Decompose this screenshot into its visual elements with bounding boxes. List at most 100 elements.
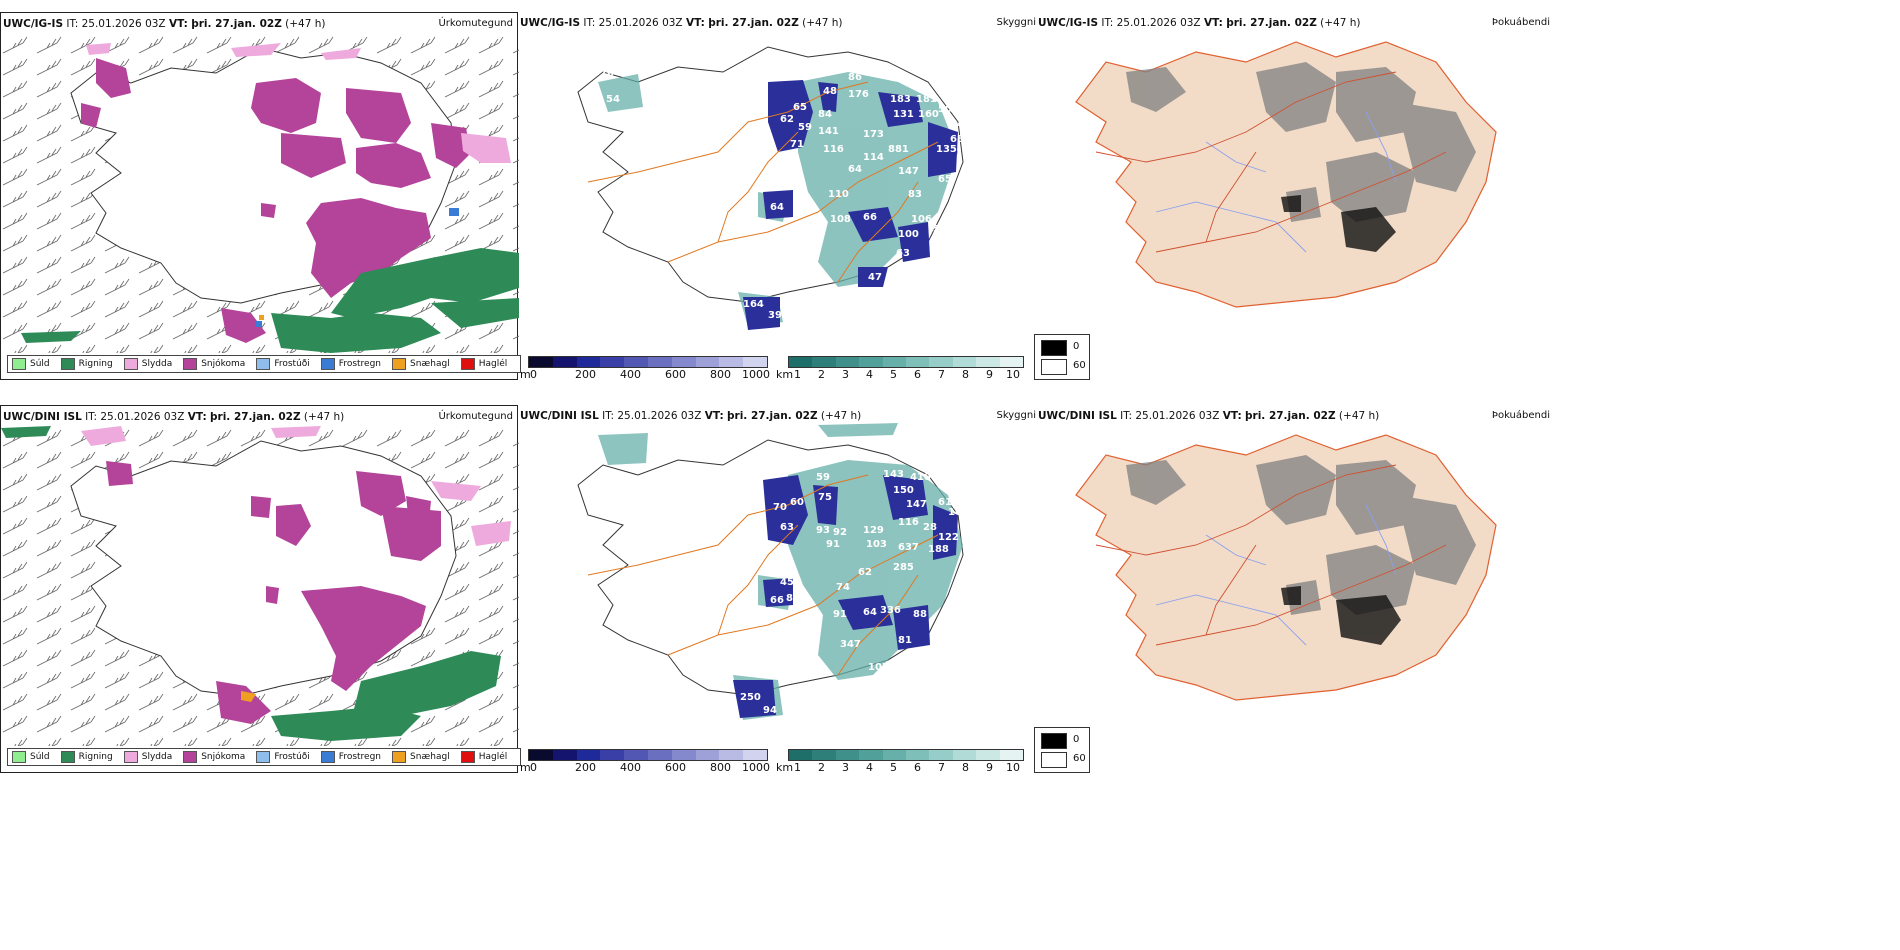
- colorbar-tick: 600: [665, 761, 686, 774]
- ceiling-label: 103: [948, 507, 969, 518]
- fog-panel-2: UWC/DINI ISL IT: 25.01.2026 03Z VT: þri.…: [1036, 405, 1556, 765]
- ceiling-label: 150: [893, 485, 914, 496]
- ceiling-label: 62: [780, 114, 794, 125]
- ceiling-colorbar-1: m 0 200 400 600 800 1000: [520, 356, 770, 388]
- ceiling-label: 135: [936, 144, 957, 155]
- ceiling-label: 65: [793, 102, 807, 113]
- colorbar-tick: 600: [665, 368, 686, 381]
- ceiling-label: 91: [826, 539, 840, 550]
- legend-swatch: [392, 751, 407, 763]
- colorbar-strip: [528, 749, 768, 761]
- colorbar-tick: 800: [710, 761, 731, 774]
- legend-swatch: [183, 751, 198, 763]
- ceiling-label: 92: [833, 527, 847, 538]
- legend-swatch: [60, 358, 75, 370]
- ceiling-label: 86: [848, 72, 862, 83]
- ceiling-label: 68: [950, 134, 964, 145]
- ceiling-label: 59: [798, 122, 812, 133]
- snow-grains: [259, 315, 264, 320]
- legend-swatch: [320, 358, 335, 370]
- colorbar-tick: 7: [938, 761, 945, 774]
- legend-swatch: [320, 751, 335, 763]
- ceiling-label: 285: [893, 562, 914, 573]
- ceiling-labels: 62 65 59 71 48 86 176 183 181 131 160 50…: [600, 68, 964, 321]
- colorbar-tick: 400: [620, 368, 641, 381]
- ceiling-label: 63: [896, 248, 910, 259]
- colorbar-tick: 5: [890, 368, 897, 381]
- colorbar-tick: 8: [962, 761, 969, 774]
- ceiling-label: 74: [950, 119, 964, 130]
- colorbar-tick: 800: [710, 368, 731, 381]
- ceiling-label: 17: [714, 197, 728, 208]
- ceiling-label: 83: [908, 189, 922, 200]
- cloud-panel-1: UWC/IG-IS IT: 25.01.2026 03Z VT: þri. 27…: [518, 12, 1090, 382]
- fog-swatch: [1041, 359, 1067, 375]
- snow-areas: [106, 461, 441, 724]
- ceiling-label: 74: [836, 582, 850, 593]
- ceiling-label: 122: [938, 532, 959, 543]
- rivers: [1155, 504, 1397, 646]
- ceiling-label: 637: [898, 542, 919, 553]
- legend-item: Súld: [12, 751, 50, 763]
- legend-swatch: [60, 751, 75, 763]
- ceiling-label: 147: [906, 499, 927, 510]
- precip-title-1: UWC/IG-IS IT: 25.01.2026 03Z VT: þri. 27…: [3, 18, 326, 30]
- ceiling-label: 141: [818, 126, 839, 137]
- fog-panel-label-1: Þokuábendi: [1491, 17, 1550, 28]
- ceiling-label: 116: [898, 517, 919, 528]
- fog-swatch: [1041, 733, 1067, 749]
- legend-item: Rigning: [60, 358, 113, 370]
- fog-legend-2: 0 60: [1034, 727, 1090, 773]
- ceiling-label: 881: [888, 144, 909, 155]
- precip-type-title-2: Úrkomutegund: [438, 411, 513, 422]
- colorbar-tick: 1: [794, 761, 801, 774]
- colorbar-tick: 5: [890, 761, 897, 774]
- ceiling-label: 66: [863, 212, 877, 223]
- legend-item: Frostúði: [256, 358, 310, 370]
- precip-type-title-1: Úrkomutegund: [438, 18, 513, 29]
- ceiling-label: 70: [773, 502, 787, 513]
- fog-swatch: [1041, 340, 1067, 356]
- ceiling-label: 105: [868, 662, 889, 673]
- ceiling-label: 61: [938, 497, 952, 508]
- ceiling-label: 81: [898, 635, 912, 646]
- colorbar-tick: 1: [794, 368, 801, 381]
- ceiling-label: 75: [818, 492, 832, 503]
- ceiling-label: 114: [863, 152, 884, 163]
- ceiling-label: 347: [840, 639, 861, 650]
- ceiling-label: 84: [818, 109, 832, 120]
- colorbar-tick: 3: [842, 368, 849, 381]
- ceiling-label: 183: [890, 94, 911, 105]
- ceiling-label: 84: [786, 593, 800, 604]
- cloud-panel-2: UWC/DINI ISL IT: 25.01.2026 03Z VT: þri.…: [518, 405, 1090, 775]
- legend-swatch: [12, 358, 26, 370]
- ceiling-label: 50: [938, 104, 952, 115]
- ceiling-label: 93: [816, 525, 830, 536]
- cloud-title-2: UWC/DINI ISL IT: 25.01.2026 03Z VT: þri.…: [520, 410, 862, 422]
- fog-panel-label-2: Þokuábendi: [1491, 410, 1550, 421]
- ceiling-label: 59: [816, 472, 830, 483]
- fog-dense: [1281, 586, 1401, 645]
- legend-swatch: [460, 358, 475, 370]
- ceiling-label: 56: [933, 224, 947, 235]
- cloud-map-2: 70 60 63 59 93 92 91 143 410 150 75 147 …: [577, 423, 969, 720]
- ceiling-colorbar-2: m 0 200 400 600 800 1000: [520, 749, 770, 781]
- ceiling-label: 336: [880, 605, 901, 616]
- legend-item: Súld: [12, 358, 50, 370]
- ceiling-label: 76: [600, 68, 614, 79]
- fog-title-2: UWC/DINI ISL IT: 25.01.2026 03Z VT: þri.…: [1038, 410, 1380, 422]
- colorbar-tick: 7: [938, 368, 945, 381]
- ceiling-label: 64: [770, 202, 784, 213]
- rain-areas: [21, 248, 519, 353]
- ceiling-label: 63: [780, 522, 794, 533]
- fog-swatch: [1041, 752, 1067, 768]
- legend-item: Slydda: [123, 751, 172, 763]
- legend-item: Snjókoma: [183, 358, 245, 370]
- ceiling-label: 188: [928, 544, 949, 555]
- ceiling-label: 103: [866, 539, 887, 550]
- colorbar-tick: 2: [818, 368, 825, 381]
- fog-legend-value: 60: [1073, 360, 1086, 371]
- ceiling-label: 181: [916, 94, 937, 105]
- colorbar-tick: 9: [986, 368, 993, 381]
- colorbar-unit: km: [776, 761, 794, 774]
